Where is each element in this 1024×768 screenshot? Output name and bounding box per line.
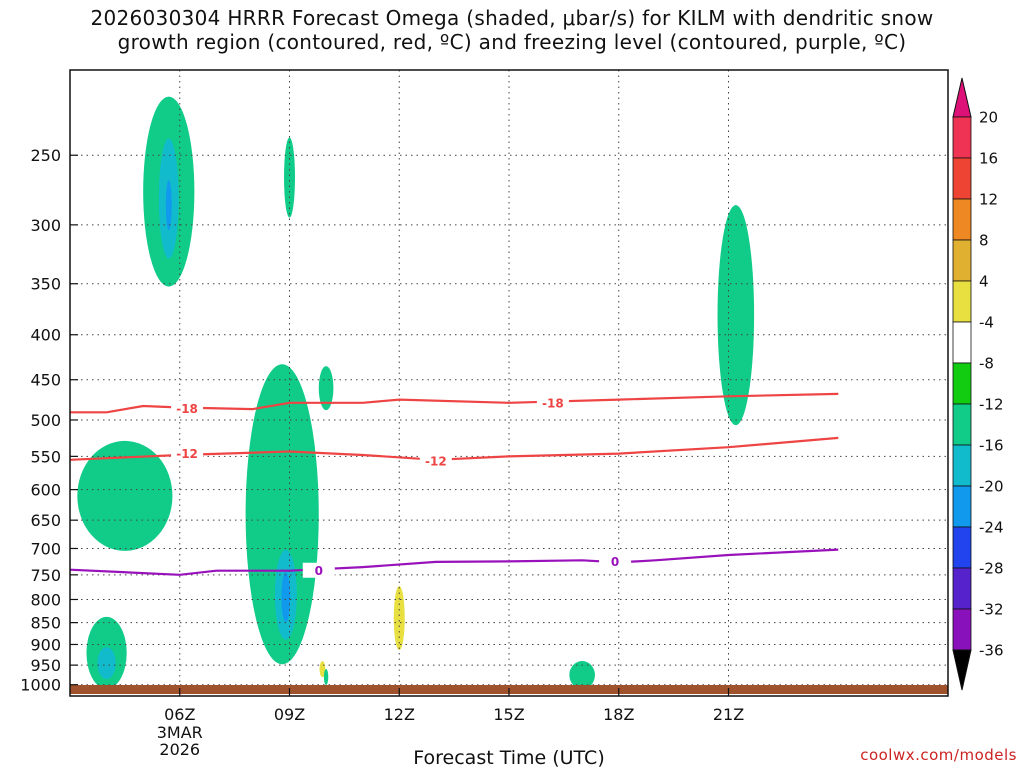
colorbar-top-triangle — [952, 77, 972, 118]
contour-label: -12 — [425, 455, 447, 469]
contour-line — [70, 392, 839, 414]
omega-shading-layer — [77, 96, 809, 690]
colorbar-tick-label: -32 — [979, 601, 1004, 619]
colorbar-tick-label: -24 — [979, 519, 1004, 537]
colorbar-segment — [952, 444, 972, 487]
y-axis: 250 300 350 400 450 500 550 600 650 700 750 800 850 9… — [20, 146, 78, 695]
x-tick-sublabel: 2026 — [159, 740, 200, 759]
contour-line — [70, 548, 839, 576]
colorbar-tick-label: -8 — [979, 355, 994, 373]
colorbar-tick-label: 8 — [979, 232, 989, 250]
omega-region — [77, 440, 173, 551]
colorbar-tick-label: -12 — [979, 396, 1004, 414]
colorbar-segment — [952, 362, 972, 405]
x-tick-label: 21Z — [713, 705, 744, 724]
contour-label-bg — [171, 445, 204, 461]
colorbar: 20 16 12 8 4 -4 -8 -12 -16 -20 -24 -28 -32 -36 — [952, 77, 1004, 691]
omega-region — [333, 534, 480, 675]
y-tick-label: 900 — [30, 635, 61, 654]
omega-region — [80, 279, 177, 410]
colorbar-segment — [952, 198, 972, 241]
colorbar-segment — [952, 403, 972, 446]
omega-region — [576, 518, 588, 567]
colorbar-segment — [952, 157, 972, 200]
omega-region — [699, 514, 809, 625]
contour-label: 0 — [611, 555, 619, 569]
omega-region — [569, 661, 595, 690]
x-tick-label: 18Z — [603, 705, 634, 724]
y-tick-label: 650 — [30, 511, 61, 530]
contour-label-bg — [419, 453, 452, 469]
x-tick-label: 15Z — [493, 705, 524, 724]
x-tick-label: 09Z — [274, 705, 305, 724]
colorbar-tick-label: -36 — [979, 642, 1004, 660]
contour-label-bg — [171, 400, 204, 416]
x-tick-sublabel: 3MAR — [157, 723, 203, 742]
omega-region — [281, 572, 291, 623]
contour-layer: -18 -18 -12 -12 0 0 — [70, 392, 839, 578]
colorbar-tick-label: 16 — [979, 150, 998, 168]
colorbar-tick-label: -16 — [979, 437, 1004, 455]
colorbar-segment — [952, 321, 972, 364]
colorbar-tick-label: 4 — [979, 273, 989, 291]
contour-label: -12 — [176, 447, 198, 461]
contour-label-bg — [302, 562, 335, 578]
y-tick-label: 350 — [30, 275, 61, 294]
y-tick-label: 700 — [30, 539, 61, 558]
colorbar-segment — [952, 526, 972, 569]
colorbar-segment — [952, 567, 972, 610]
y-tick-label: 1000 — [20, 676, 61, 695]
omega-region — [245, 364, 319, 665]
colorbar-tick-label: -20 — [979, 478, 1004, 496]
contour-label: -18 — [176, 402, 198, 416]
y-tick-label: 850 — [30, 614, 61, 633]
colorbar-bottom-triangle — [952, 649, 972, 691]
chart-title: 2026030304 HRRR Forecast Omega (shaded, … — [0, 6, 1024, 54]
contour-label-bg — [599, 553, 632, 569]
omega-region — [165, 180, 172, 231]
y-tick-label: 250 — [30, 146, 61, 165]
omega-region — [318, 366, 334, 411]
colorbar-segment — [952, 116, 972, 159]
y-tick-label: 300 — [30, 216, 61, 235]
title-line-2: growth region (contoured, red, ºC) and f… — [117, 30, 907, 54]
y-tick-label: 500 — [30, 411, 61, 430]
y-tick-label: 600 — [30, 481, 61, 500]
y-tick-label: 450 — [30, 371, 61, 390]
omega-region — [323, 668, 329, 685]
colorbar-tick-label: -4 — [979, 314, 994, 332]
y-tick-label: 950 — [30, 656, 61, 675]
colorbar-tick-label: 12 — [979, 191, 998, 209]
x-tick-label: 12Z — [384, 705, 415, 724]
title-line-1: 2026030304 HRRR Forecast Omega (shaded, … — [90, 6, 934, 30]
omega-region — [284, 137, 295, 218]
grid-layer — [70, 70, 948, 696]
omega-region — [97, 647, 116, 680]
colorbar-segment — [952, 608, 972, 651]
x-axis-label: Forecast Time (UTC) — [413, 747, 604, 768]
x-tick-label: 06Z — [164, 705, 195, 724]
contour-label-bg — [536, 394, 569, 410]
colorbar-segment — [952, 485, 972, 528]
colorbar-tick-label: -28 — [979, 560, 1004, 578]
credit-text: coolwx.com/models — [860, 746, 1017, 764]
y-tick-label: 750 — [30, 566, 61, 585]
colorbar-tick-label: 20 — [979, 109, 998, 127]
colorbar-segment — [952, 280, 972, 323]
contour-label: -18 — [542, 396, 564, 410]
contour-label: 0 — [315, 564, 323, 578]
y-tick-label: 800 — [30, 590, 61, 609]
y-tick-label: 400 — [30, 326, 61, 345]
colorbar-segment — [952, 239, 972, 282]
omega-region — [393, 586, 405, 651]
y-tick-label: 550 — [30, 447, 61, 466]
omega-region — [717, 205, 755, 426]
